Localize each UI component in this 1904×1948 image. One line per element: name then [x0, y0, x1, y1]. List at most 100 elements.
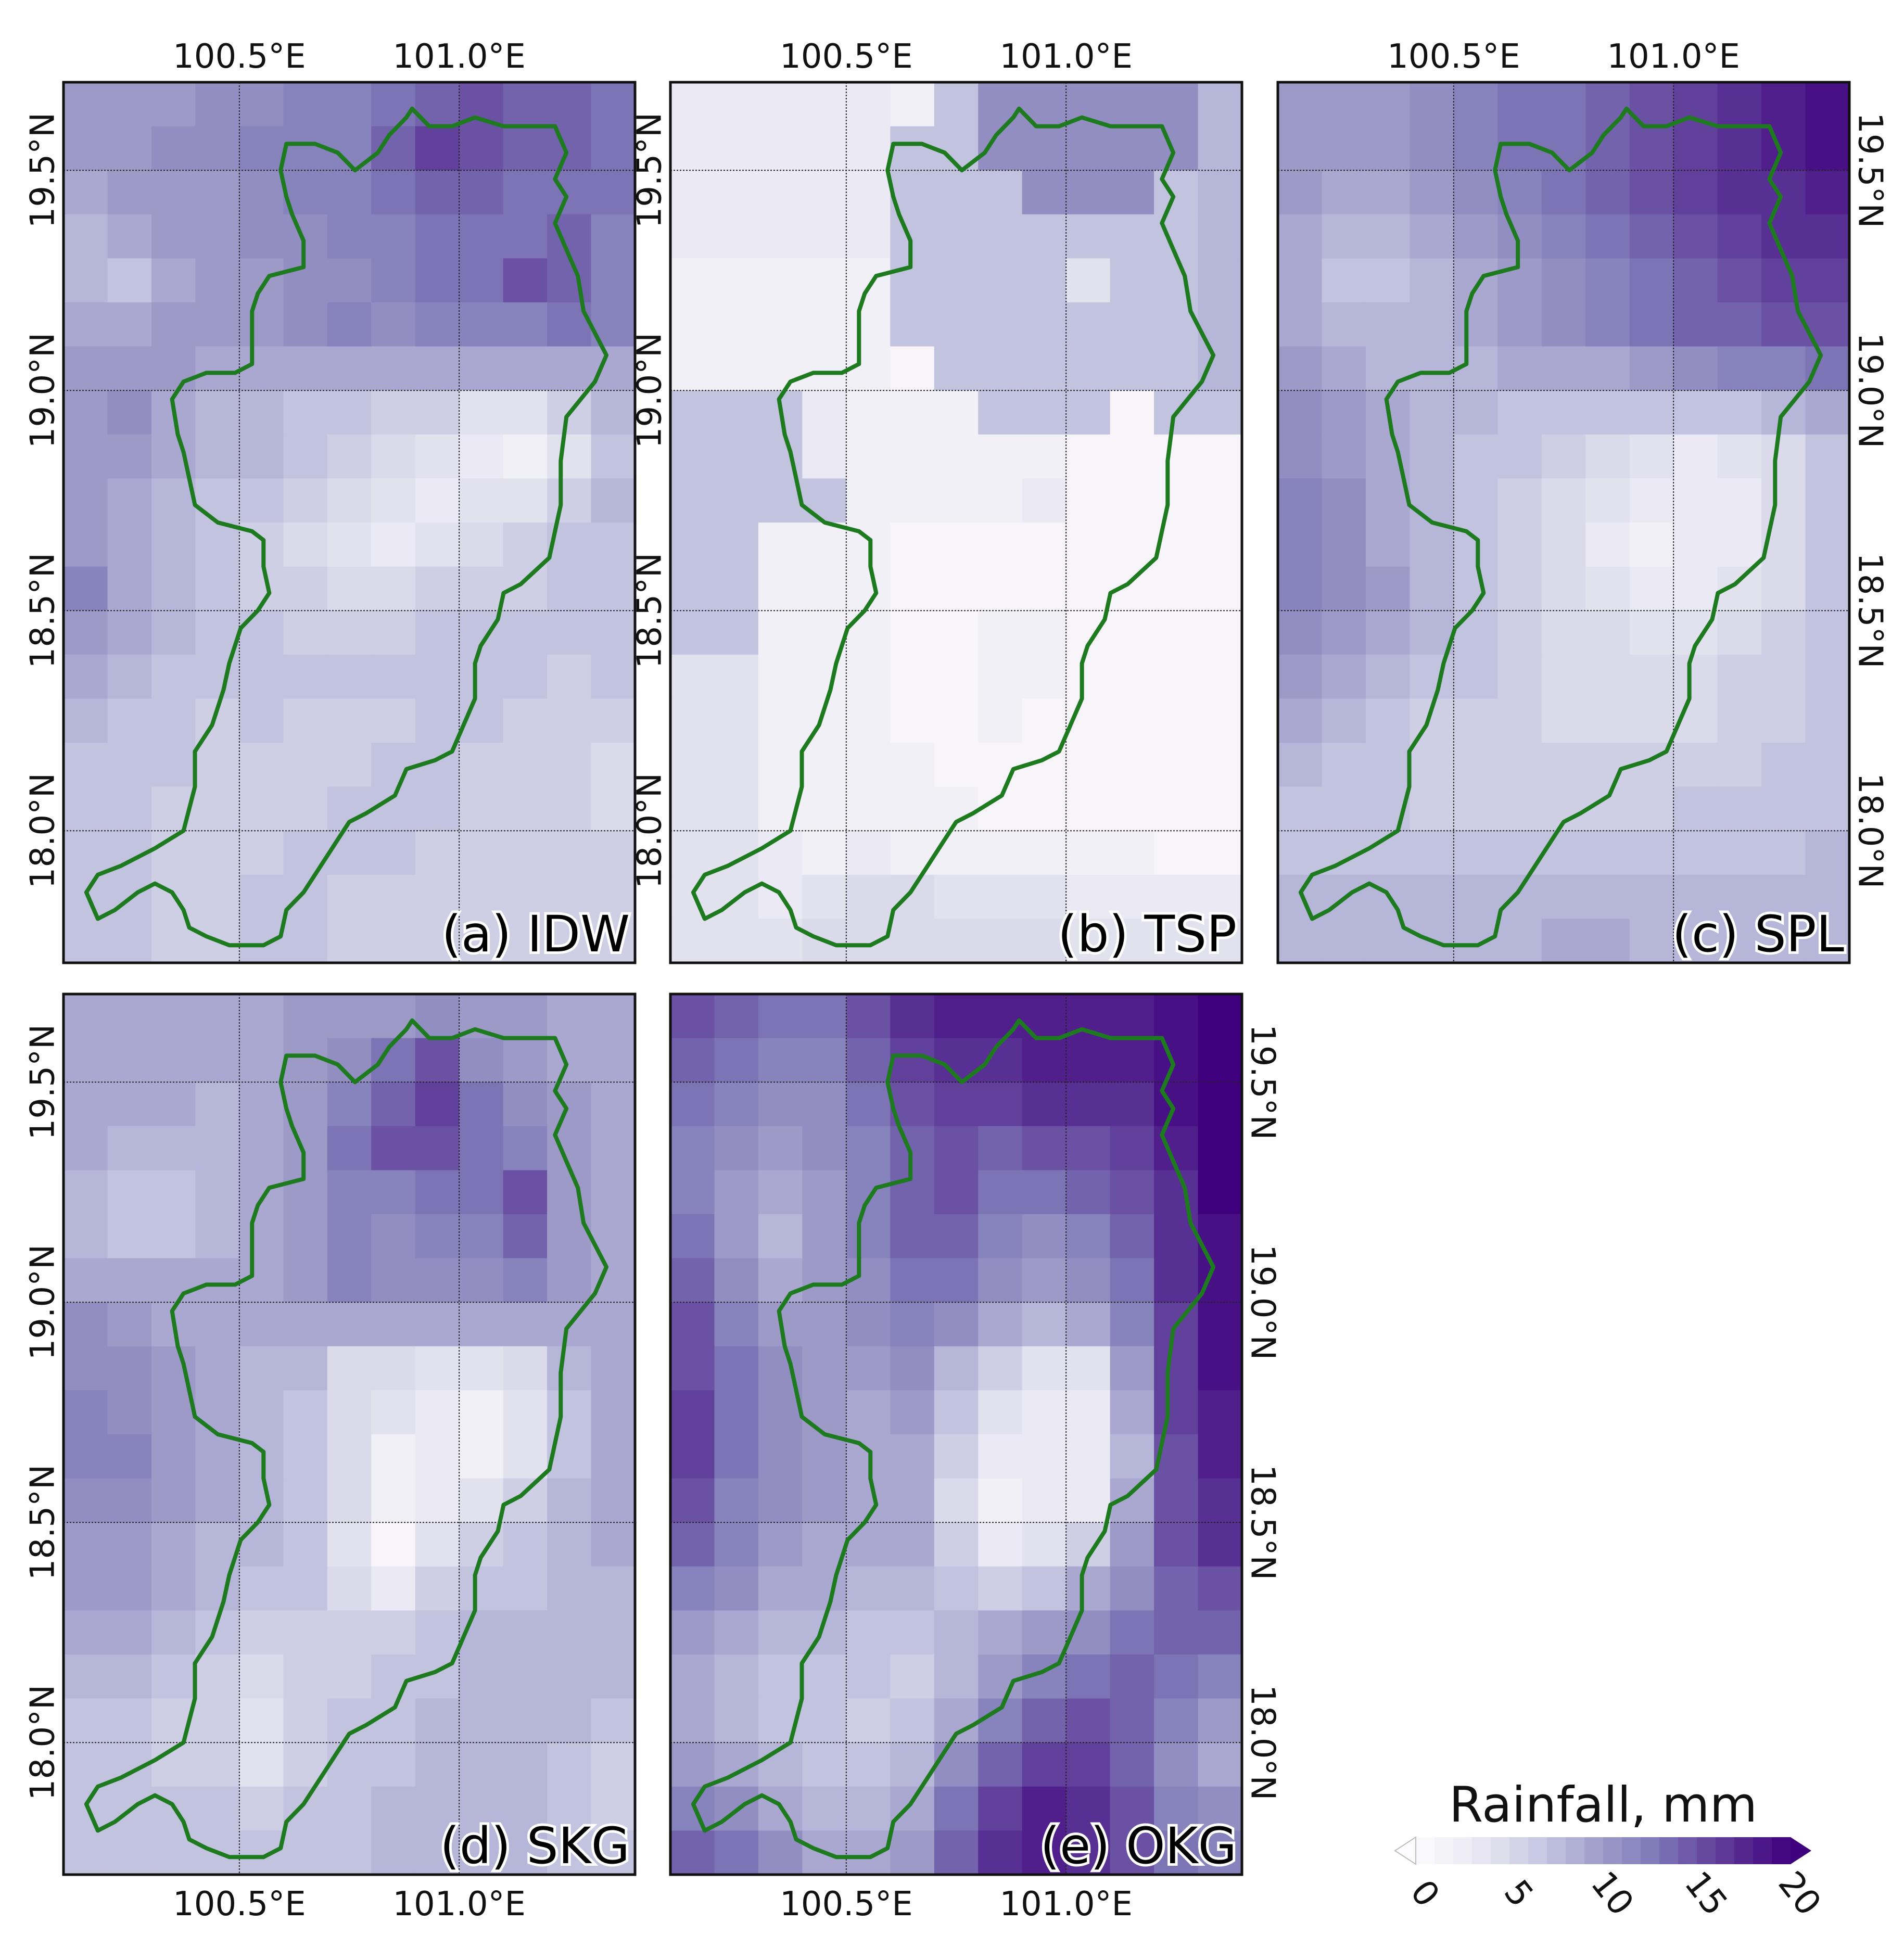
grid-cell: [1154, 1786, 1199, 1831]
lat-labels-c: 19.5°N 19.0°N 18.5°N 18.0°N: [1850, 112, 1889, 888]
grid-cell: [283, 1830, 328, 1875]
grid-cell: [64, 1610, 108, 1655]
grid-cell: [1110, 610, 1154, 655]
grid-cell: [239, 1698, 284, 1743]
lon-labels-d: 100.5°E 101.0°E: [173, 1885, 526, 1924]
grid-cell: [1585, 654, 1630, 699]
grid-cell: [64, 390, 108, 435]
grid-cell: [1066, 1302, 1111, 1347]
grid-cell: [415, 214, 460, 259]
colorbar-swatch: [1734, 1837, 1754, 1864]
grid-cell: [1022, 1434, 1067, 1479]
grid-cell: [1066, 126, 1111, 171]
colorbar-swatch: [1584, 1837, 1604, 1864]
grid-cell: [107, 1258, 152, 1303]
grid-cell: [1365, 654, 1411, 699]
grid-cell: [670, 1258, 715, 1303]
grid-cell: [846, 258, 891, 303]
grid-cell: [1110, 874, 1154, 920]
grid-cell: [239, 214, 284, 259]
grid-cell: [1154, 1258, 1199, 1303]
grid-cell: [714, 1522, 759, 1567]
grid-cell: [934, 1522, 979, 1567]
grid-cell: [327, 994, 372, 1039]
grid-cell: [1066, 566, 1111, 611]
grid-cell: [846, 1742, 891, 1787]
grid-cell: [195, 1566, 240, 1611]
grid-cell: [327, 1302, 372, 1347]
grid-cell: [1410, 170, 1454, 215]
grid-cell: [1110, 523, 1154, 567]
grid-cell: [1541, 302, 1586, 347]
grid-cell: [802, 214, 847, 259]
grid-cell: [670, 1170, 715, 1215]
grid-cell: [1198, 610, 1242, 655]
panel-label-a: (a) IDW: [442, 905, 630, 963]
grid-cell: [714, 170, 759, 215]
grid-cell: [1198, 698, 1242, 743]
grid-cell: [459, 786, 504, 831]
grid-cell: [151, 743, 196, 787]
grid-cell: [978, 654, 1023, 699]
grid-cell: [371, 214, 416, 259]
grid-cell: [670, 523, 715, 567]
grid-cell: [195, 1654, 240, 1699]
basin-boundary-e: [691, 1018, 1216, 1860]
grid-cell: [547, 786, 592, 831]
grid-cell: [547, 1742, 592, 1787]
grid-cell: [1022, 302, 1067, 347]
grid-cell: [591, 654, 635, 699]
grid-cell: [591, 1478, 635, 1523]
grid-cell: [107, 1610, 152, 1655]
grid-cell: [371, 1390, 416, 1435]
grid-cell: [1110, 994, 1154, 1039]
grid-cell: [1110, 1170, 1154, 1215]
grid-cell: [64, 1038, 108, 1083]
grid-cell: [503, 1258, 548, 1303]
grid-cell: [239, 434, 284, 479]
grid-cell: [758, 566, 803, 611]
grid-cell: [758, 258, 803, 303]
grid-cell: [107, 1698, 152, 1743]
grid-cell: [1022, 1302, 1067, 1347]
grid-cell: [1154, 1038, 1199, 1083]
grid-cell: [1110, 1434, 1154, 1479]
grid-cell: [327, 1478, 372, 1523]
grid-cell: [802, 302, 847, 347]
grid-cell: [802, 786, 847, 831]
grid-cell: [714, 434, 759, 479]
grid-cell: [1410, 434, 1454, 479]
grid-cell: [503, 523, 548, 567]
grid-cell: [1110, 214, 1154, 259]
grid-cell: [670, 258, 715, 303]
grid-cell: [239, 478, 284, 523]
colorbar-swatch: [1697, 1837, 1716, 1864]
grid-cell: [459, 654, 504, 699]
grid-cell: [151, 1258, 196, 1303]
grid-cell: [670, 1522, 715, 1567]
grid-cell: [1066, 1170, 1111, 1215]
grid-cell: [758, 1170, 803, 1215]
grid-cell: [1278, 82, 1323, 127]
grid-cell: [1154, 1830, 1199, 1875]
grid-cell: [283, 919, 328, 963]
grid-cell: [1365, 698, 1411, 743]
grid-cell: [802, 390, 847, 435]
grid-cell: [846, 610, 891, 655]
grid-cell: [1066, 874, 1111, 920]
grid-cell: [1198, 434, 1242, 479]
grid-cell: [1805, 786, 1849, 831]
grid-cell: [327, 1170, 372, 1215]
grid-cell: [459, 1126, 504, 1171]
grid-cell: [1410, 743, 1454, 787]
grid-cell: [978, 302, 1023, 347]
grid-cell: [107, 1346, 152, 1391]
grid-cell: [1541, 170, 1586, 215]
grid-cell: [371, 390, 416, 435]
grid-cell: [1453, 478, 1499, 523]
grid-cell: [1497, 919, 1542, 963]
grid-cell: [670, 1346, 715, 1391]
grid-cell: [503, 170, 548, 215]
grid-cell: [459, 523, 504, 567]
grid-cell: [1198, 126, 1242, 171]
